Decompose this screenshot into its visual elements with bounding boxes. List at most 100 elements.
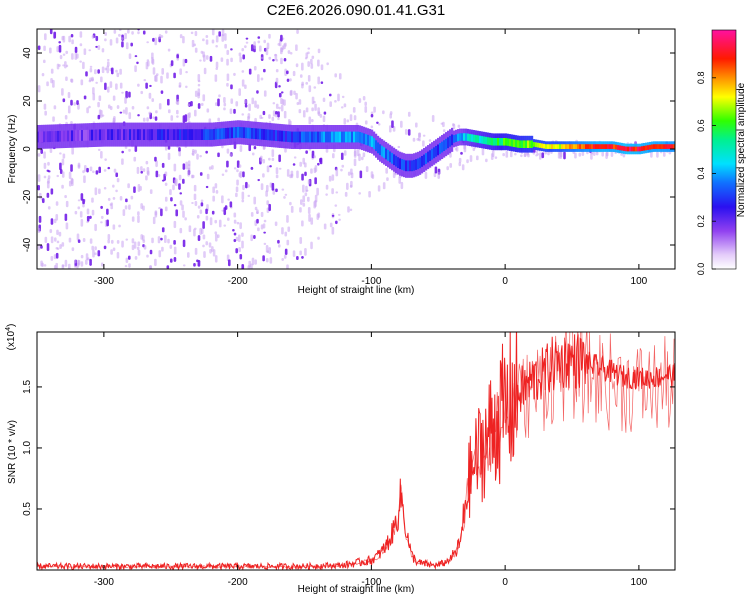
noise-mark-662 bbox=[224, 169, 228, 173]
noise-mark-964 bbox=[305, 107, 309, 113]
noise-mark-440 bbox=[160, 90, 164, 94]
noise-mark-966 bbox=[304, 248, 307, 256]
noise-mark-432 bbox=[158, 103, 162, 110]
noise-mark-828 bbox=[268, 114, 271, 119]
noise-mark-616 bbox=[211, 165, 214, 170]
noise-mark-336 bbox=[128, 263, 131, 268]
noise-mark-1002 bbox=[316, 187, 319, 196]
spectrogram-ytick-label-2: 0 bbox=[22, 146, 33, 152]
noise-mark-963 bbox=[305, 81, 309, 85]
noise-mark-464 bbox=[167, 238, 170, 244]
ridge-core-255 bbox=[547, 144, 550, 149]
noise-mark-932 bbox=[299, 236, 303, 245]
noise-mark-209 bbox=[91, 245, 94, 251]
ridge-core-125 bbox=[287, 131, 290, 143]
ridge-core-306 bbox=[649, 144, 652, 150]
noise-mark-412 bbox=[152, 37, 155, 42]
noise-mark-1028 bbox=[328, 93, 332, 97]
noise-mark-1062 bbox=[347, 206, 350, 213]
noise-mark-980 bbox=[310, 63, 314, 69]
noise-mark-247 bbox=[103, 245, 107, 250]
ridge-core-251 bbox=[539, 143, 542, 148]
noise-mark-89 bbox=[61, 242, 65, 247]
ridge-core-253 bbox=[543, 143, 546, 149]
noise-mark-224 bbox=[97, 101, 100, 108]
ridge-core-3 bbox=[43, 131, 46, 143]
noise-mark-153 bbox=[77, 164, 81, 169]
snr-y-label: SNR (10 * v/v) bbox=[7, 420, 18, 484]
noise-mark-965 bbox=[304, 57, 308, 60]
noise-mark-687 bbox=[233, 232, 237, 236]
noise-mark-627 bbox=[214, 102, 218, 107]
noise-mark-758 bbox=[250, 212, 254, 217]
noise-mark-175 bbox=[83, 175, 86, 184]
ridge-core-270 bbox=[577, 144, 580, 149]
noise-mark-1087 bbox=[359, 170, 363, 179]
noise-mark-585 bbox=[203, 67, 207, 75]
noise-mark-951 bbox=[301, 173, 304, 181]
ridge-core-220 bbox=[477, 135, 480, 143]
noise-mark-663 bbox=[224, 205, 228, 210]
noise-mark-284 bbox=[112, 224, 116, 230]
ridge-core-135 bbox=[307, 131, 310, 143]
noise-mark-681 bbox=[229, 153, 232, 157]
noise-mark-601 bbox=[205, 185, 209, 189]
noise-mark-480 bbox=[173, 163, 177, 172]
noise-mark-102 bbox=[65, 76, 68, 82]
ridge-core-134 bbox=[305, 131, 308, 143]
ridge-core-206 bbox=[449, 135, 452, 147]
colorbar-ticks: 0.0 0.2 0.4 0.6 0.8 bbox=[696, 72, 716, 275]
noise-mark-262 bbox=[106, 86, 110, 93]
noise-mark-597 bbox=[205, 241, 209, 246]
snr-x-label: Height of straight line (km) bbox=[298, 584, 415, 595]
noise-mark-759 bbox=[251, 152, 255, 156]
noise-mark-1173 bbox=[452, 123, 455, 127]
noise-mark-1203 bbox=[494, 156, 498, 159]
noise-mark-879 bbox=[280, 34, 283, 42]
colorbar-label: Normalized spectral amplitude bbox=[736, 82, 747, 217]
noise-mark-653 bbox=[221, 195, 224, 204]
noise-mark-298 bbox=[118, 33, 121, 37]
noise-mark-912 bbox=[290, 173, 294, 177]
ridge-core-274 bbox=[585, 144, 588, 149]
noise-mark-540 bbox=[190, 31, 194, 35]
ridge-core-94 bbox=[225, 127, 228, 139]
colorbar: 0.0 0.2 0.4 0.6 0.8 Normalized spectral ampl… bbox=[696, 29, 747, 275]
noise-mark-356 bbox=[137, 241, 141, 247]
ridge-core-287 bbox=[611, 144, 614, 149]
noise-mark-436 bbox=[160, 75, 163, 84]
noise-mark-1009 bbox=[317, 48, 321, 54]
noise-mark-929 bbox=[296, 170, 299, 179]
noise-mark-639 bbox=[218, 94, 221, 98]
noise-mark-401 bbox=[148, 111, 152, 115]
ridge-core-230 bbox=[497, 138, 500, 146]
ridge-core-297 bbox=[631, 146, 634, 152]
ridge-core-51 bbox=[139, 129, 142, 140]
noise-mark-481 bbox=[173, 256, 177, 262]
noise-mark-1017 bbox=[320, 81, 324, 85]
ridge-core-284 bbox=[605, 144, 608, 149]
noise-mark-51 bbox=[50, 255, 54, 261]
noise-mark-755 bbox=[250, 166, 254, 170]
noise-mark-888 bbox=[284, 193, 288, 196]
noise-mark-21 bbox=[43, 162, 47, 169]
ridge-core-35 bbox=[107, 129, 110, 140]
noise-mark-201 bbox=[91, 197, 94, 203]
noise-mark-461 bbox=[167, 152, 171, 161]
noise-mark-713 bbox=[238, 172, 242, 178]
noise-mark-1118 bbox=[386, 177, 389, 182]
noise-mark-96 bbox=[62, 53, 66, 56]
ridge-core-45 bbox=[127, 129, 130, 140]
noise-mark-592 bbox=[203, 251, 206, 258]
noise-mark-30 bbox=[44, 236, 48, 244]
noise-mark-347 bbox=[134, 65, 137, 73]
noise-mark-249 bbox=[104, 38, 107, 42]
ridge-core-168 bbox=[373, 138, 376, 149]
ridge-core-8 bbox=[53, 131, 56, 142]
ridge-core-313 bbox=[663, 144, 666, 149]
noise-mark-103 bbox=[64, 213, 68, 221]
ridge-core-74 bbox=[185, 129, 188, 140]
noise-mark-708 bbox=[238, 52, 242, 57]
ridge-core-26 bbox=[89, 129, 92, 141]
noise-mark-1091 bbox=[362, 96, 366, 101]
